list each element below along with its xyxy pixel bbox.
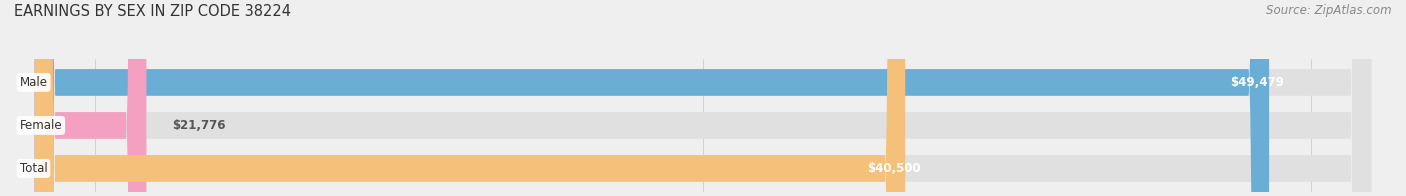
FancyBboxPatch shape [35, 0, 1371, 196]
Text: $40,500: $40,500 [866, 162, 921, 175]
Text: EARNINGS BY SEX IN ZIP CODE 38224: EARNINGS BY SEX IN ZIP CODE 38224 [14, 4, 291, 19]
FancyBboxPatch shape [35, 0, 1270, 196]
Text: Female: Female [20, 119, 62, 132]
Text: Total: Total [20, 162, 48, 175]
FancyBboxPatch shape [35, 0, 146, 196]
FancyBboxPatch shape [35, 0, 1371, 196]
Text: $49,479: $49,479 [1230, 76, 1284, 89]
FancyBboxPatch shape [35, 0, 905, 196]
FancyBboxPatch shape [35, 0, 1371, 196]
Text: Male: Male [20, 76, 48, 89]
Text: Source: ZipAtlas.com: Source: ZipAtlas.com [1267, 4, 1392, 17]
Text: $21,776: $21,776 [173, 119, 226, 132]
